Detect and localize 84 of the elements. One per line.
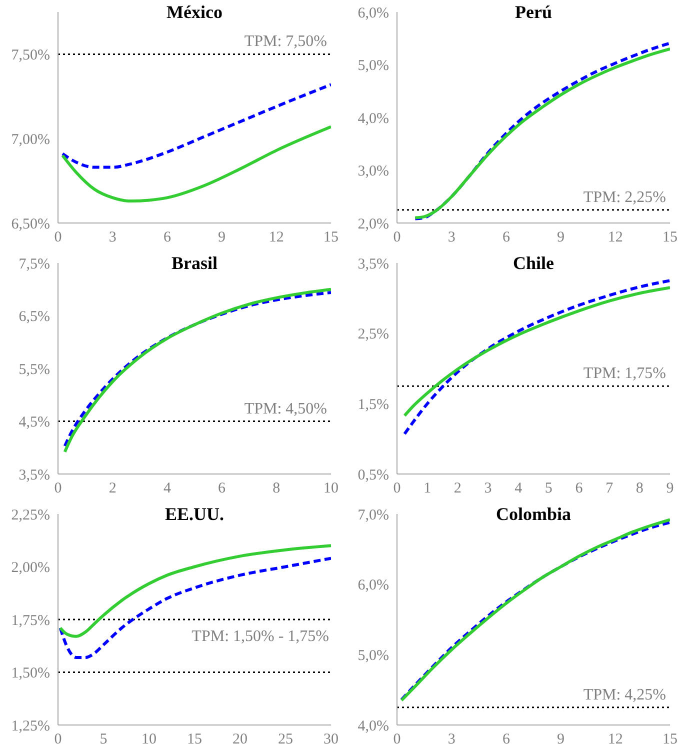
y-tick-label: 6,0% (358, 578, 389, 594)
x-tick-label: 1 (424, 480, 432, 497)
line-series (61, 83, 331, 169)
line-series (403, 286, 670, 418)
x-tick-label: 4 (163, 480, 172, 497)
x-tick-label: 3 (484, 480, 492, 497)
x-tick-label: 0 (54, 732, 62, 748)
chart-title: Chile (512, 253, 555, 274)
x-tick-label: 0 (393, 230, 401, 246)
y-tick-label: 5,5% (18, 362, 50, 378)
ref-line-label: TPM: 4,50% (244, 400, 327, 418)
x-tick-label: 8 (272, 480, 280, 497)
y-tick-label: 2,0% (358, 216, 389, 232)
x-tick-label: 15 (662, 732, 678, 748)
chart-title: Brasil (170, 253, 218, 274)
x-tick-label: 10 (142, 732, 156, 748)
x-tick-label: 4 (514, 480, 523, 497)
x-tick-label: 12 (608, 230, 623, 246)
x-tick-label: 9 (218, 230, 226, 246)
y-tick-label: 2,00% (11, 560, 50, 576)
y-tick-label: 0,5% (358, 467, 389, 484)
y-tick-label: 1,25% (11, 718, 50, 734)
x-tick-label: 5 (100, 732, 108, 748)
x-tick-label: 3 (108, 230, 116, 246)
y-tick-label: 2,5% (358, 326, 389, 343)
line-series (58, 556, 331, 659)
x-tick-label: 6 (218, 480, 226, 497)
x-tick-label: 0 (393, 480, 401, 497)
y-tick-label: 2,25% (11, 507, 50, 524)
y-tick-label: 7,00% (11, 132, 50, 148)
ref-line-label: TPM: 4,25% (583, 686, 666, 704)
y-tick-label: 4,0% (358, 110, 389, 127)
x-tick-label: 3 (448, 732, 456, 748)
x-tick-label: 8 (636, 480, 644, 497)
y-tick-label: 7,50% (11, 48, 50, 64)
x-tick-label: 15 (187, 732, 202, 748)
ref-line-label: TPM: 1,75% (583, 365, 666, 382)
y-tick-label: 3,5% (358, 256, 389, 272)
y-tick-label: 3,5% (18, 467, 50, 484)
x-tick-label: 6 (502, 230, 510, 246)
y-tick-label: 1,50% (11, 666, 50, 682)
x-tick-label: 30 (324, 732, 338, 748)
y-tick-label: 5,0% (358, 58, 389, 74)
y-tick-label: 4,0% (358, 718, 389, 734)
ref-line-label: TPM: 2,25% (583, 188, 666, 206)
chart-title: Perú (514, 2, 553, 23)
x-tick-label: 2 (454, 480, 462, 497)
x-tick-label: 20 (232, 732, 248, 748)
x-tick-label: 9 (557, 732, 565, 748)
y-tick-label: 7,0% (358, 507, 389, 524)
x-tick-label: 12 (268, 230, 284, 246)
x-tick-label: 5 (544, 480, 552, 497)
x-tick-label: 6 (502, 732, 510, 748)
y-tick-label: 5,0% (358, 648, 389, 664)
y-tick-label: 7,5% (18, 256, 50, 272)
y-tick-label: 3,0% (358, 164, 389, 180)
x-tick-label: 0 (393, 732, 401, 748)
x-tick-label: 25 (278, 732, 293, 748)
y-tick-label: 6,0% (358, 5, 389, 22)
ref-line-label: TPM: 7,50% (244, 33, 327, 50)
y-tick-label: 6,5% (18, 309, 50, 326)
y-tick-label: 4,5% (18, 414, 50, 431)
chart-title: México (166, 2, 224, 23)
x-tick-label: 3 (448, 230, 456, 246)
x-tick-label: 0 (54, 230, 62, 246)
x-tick-label: 0 (54, 480, 62, 497)
line-series (61, 125, 331, 203)
x-tick-label: 6 (575, 480, 584, 497)
x-tick-label: 7 (606, 480, 614, 497)
chart-title: EE.UU. (164, 504, 225, 525)
x-tick-label: 15 (324, 230, 338, 246)
line-series (403, 279, 670, 436)
x-tick-label: 9 (557, 230, 565, 246)
y-tick-label: 1,75% (11, 612, 50, 629)
x-tick-label: 9 (666, 480, 674, 497)
x-tick-label: 12 (608, 732, 623, 748)
annotation: TPM: 1,50% - 1,75% (192, 628, 329, 646)
x-tick-label: 10 (324, 480, 338, 497)
x-tick-label: 2 (108, 480, 116, 497)
x-tick-label: 6 (163, 230, 172, 246)
chart-title: Colombia (494, 504, 572, 525)
y-tick-label: 1,5% (358, 396, 389, 413)
x-tick-label: 15 (662, 230, 678, 246)
y-tick-label: 6,50% (11, 216, 50, 232)
